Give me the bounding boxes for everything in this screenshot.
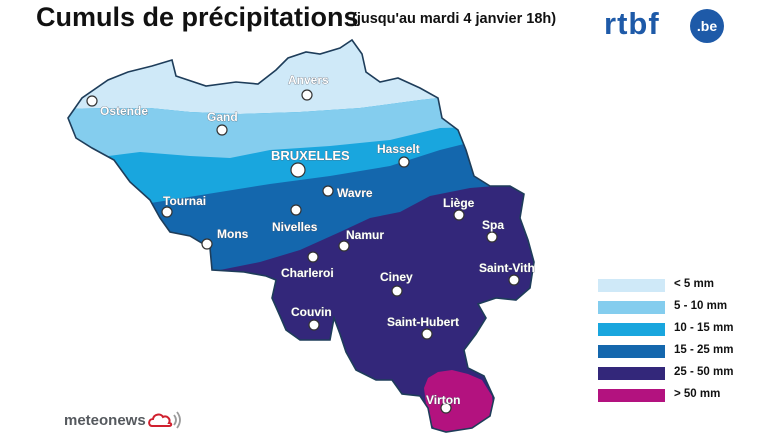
legend-label: > 50 mm xyxy=(674,388,721,400)
rtbf-logo-brand: rtbf xyxy=(604,6,660,41)
precipitation-legend: < 5 mm 5 - 10 mm 10 - 15 mm 15 - 25 mm 25 - … xyxy=(598,276,748,408)
city-label: Anvers xyxy=(288,73,329,87)
city-dot xyxy=(307,251,319,263)
city-label: Virton xyxy=(426,393,460,407)
city-dot xyxy=(216,124,228,136)
city-label: Charleroi xyxy=(281,266,334,280)
city-label: Mons xyxy=(217,227,249,241)
city-label: Tournai xyxy=(163,194,206,208)
city-markers: Anvers Ostende Gand BRUXELLES Hasselt Wavre To… xyxy=(86,73,535,414)
zone-5-10mm xyxy=(68,60,534,170)
city-tournai: Tournai xyxy=(161,194,206,218)
city-namur: Namur xyxy=(338,228,385,252)
city-dot xyxy=(308,319,320,331)
city-label: Couvin xyxy=(291,305,332,319)
city-label: Liège xyxy=(443,196,475,210)
city-dot xyxy=(161,206,173,218)
rtbf-logo-suffix: .be xyxy=(690,9,724,43)
map-title: Cumuls de précipitations xyxy=(36,2,359,32)
meteonews-logo: meteonews xyxy=(64,412,146,429)
city-dot xyxy=(486,231,498,243)
city-charleroi: Charleroi xyxy=(281,251,334,280)
city-hasselt: Hasselt xyxy=(377,142,420,168)
map-header: Cumuls de précipitations (jusqu'au mardi… xyxy=(0,0,770,43)
city-label: Ciney xyxy=(380,270,413,284)
city-dot xyxy=(301,89,313,101)
city-dot xyxy=(508,274,520,286)
legend-label: 5 - 10 mm xyxy=(674,300,728,312)
city-saint-vith: Saint-Vith xyxy=(479,261,535,286)
city-label: BRUXELLES xyxy=(271,148,350,163)
city-virton: Virton xyxy=(426,393,461,414)
legend-item: 5 - 10 mm xyxy=(598,298,748,320)
city-anvers: Anvers xyxy=(288,73,329,101)
legend-item: 25 - 50 mm xyxy=(598,364,748,386)
city-liege: Liège xyxy=(443,196,475,221)
city-mons: Mons xyxy=(201,227,249,250)
city-dot xyxy=(322,185,334,197)
legend-swatch xyxy=(598,279,665,292)
city-label: Spa xyxy=(482,218,504,232)
city-saint-hubert: Saint-Hubert xyxy=(387,315,459,340)
city-dot xyxy=(391,285,403,297)
legend-label: 15 - 25 mm xyxy=(674,344,734,356)
city-label: Wavre xyxy=(337,186,373,200)
city-dot xyxy=(421,328,433,340)
legend-item: < 5 mm xyxy=(598,276,748,298)
city-label: Namur xyxy=(346,228,384,242)
city-ostende: Ostende xyxy=(86,95,149,118)
zone-under-5mm xyxy=(68,40,534,114)
legend-label: 10 - 15 mm xyxy=(674,322,734,334)
city-label: Ostende xyxy=(100,104,148,118)
city-couvin: Couvin xyxy=(291,305,332,331)
legend-label: < 5 mm xyxy=(674,278,714,290)
legend-item: 10 - 15 mm xyxy=(598,320,748,342)
city-dot xyxy=(290,162,306,178)
city-label: Hasselt xyxy=(377,142,420,156)
city-label: Saint-Vith xyxy=(479,261,535,275)
legend-swatch xyxy=(598,323,665,336)
city-dot xyxy=(398,156,410,168)
city-label: Saint-Hubert xyxy=(387,315,459,329)
city-dot xyxy=(440,402,452,414)
city-dot xyxy=(338,240,350,252)
legend-swatch xyxy=(598,367,665,380)
legend-swatch xyxy=(598,389,665,402)
zone-over-50mm xyxy=(424,370,494,432)
map-subtitle: (jusqu'au mardi 4 janvier 18h) xyxy=(352,11,557,27)
legend-label: 25 - 50 mm xyxy=(674,366,734,378)
city-wavre: Wavre xyxy=(322,185,373,200)
city-dot xyxy=(290,204,302,216)
city-ciney: Ciney xyxy=(380,270,413,297)
city-label: Nivelles xyxy=(272,220,318,234)
city-label: Gand xyxy=(207,110,238,124)
rtbf-logo: rtbf .be xyxy=(604,6,728,44)
legend-swatch xyxy=(598,345,665,358)
legend-item: > 50 mm xyxy=(598,386,748,408)
city-dot xyxy=(201,238,213,250)
city-spa: Spa xyxy=(482,218,505,243)
legend-item: 15 - 25 mm xyxy=(598,342,748,364)
legend-swatch xyxy=(598,301,665,314)
city-bruxelles: BRUXELLES xyxy=(271,148,350,178)
city-dot xyxy=(86,95,98,107)
cloud-signal-icon xyxy=(148,411,181,429)
city-dot xyxy=(453,209,465,221)
city-gand: Gand xyxy=(207,110,238,136)
city-nivelles: Nivelles xyxy=(272,204,318,234)
belgium-border xyxy=(67,38,535,433)
